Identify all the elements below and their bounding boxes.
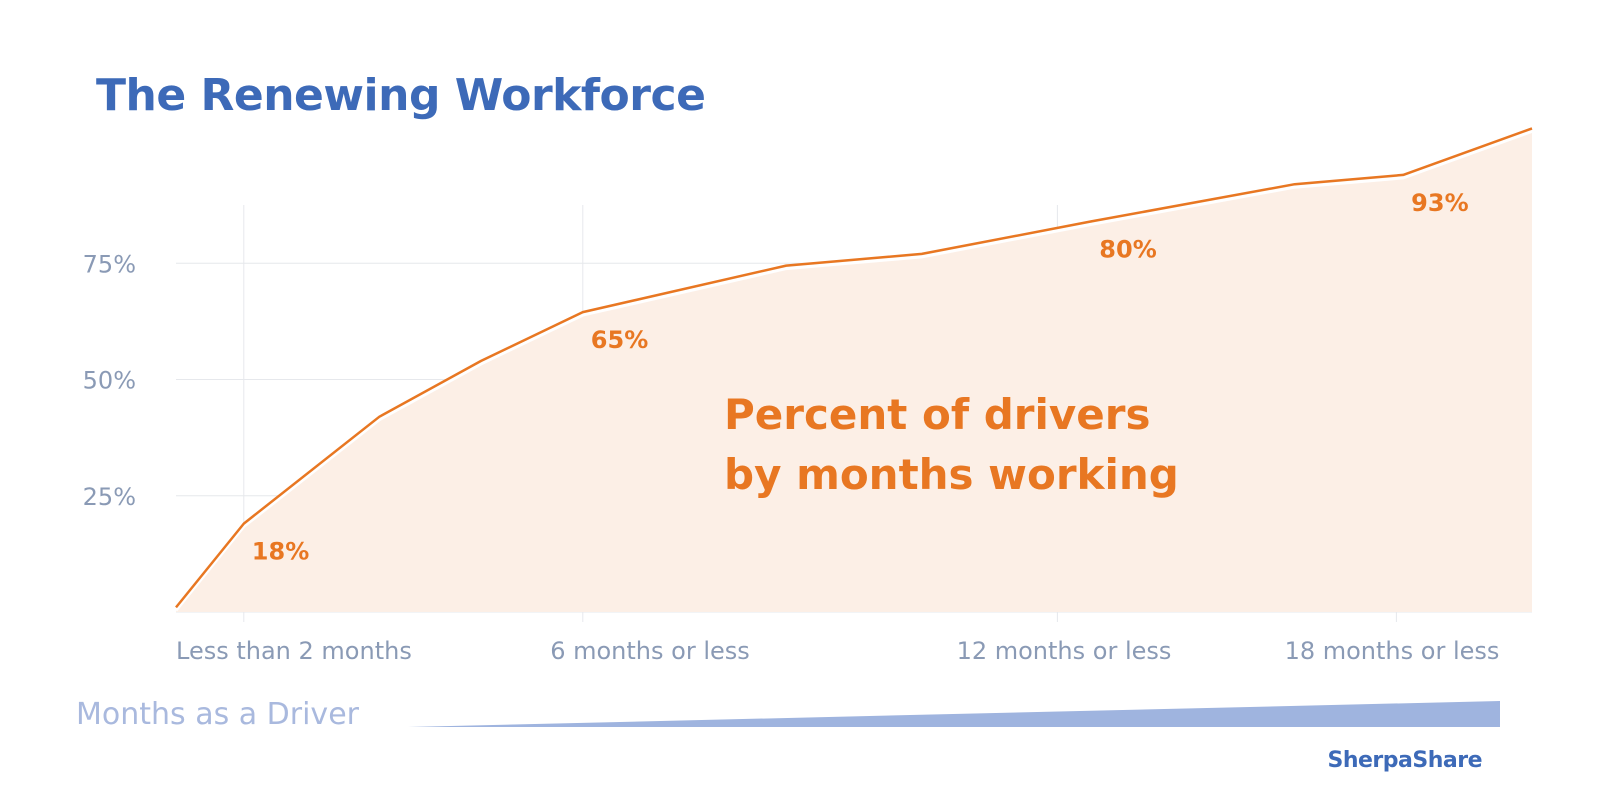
data-label-0: 18% [252,538,309,566]
chart-subtitle: Percent of drivers by months working [724,385,1179,505]
data-labels: 18% 65% 80% 93% [252,189,1469,566]
data-label-2: 80% [1099,235,1156,263]
series-line-highlight [174,129,1533,612]
y-axis-tick-labels: 25% 50% 75% [83,250,136,511]
x-tick-label-1: 6 months or less [550,637,750,665]
x-tick-label-2: 12 months or less [957,637,1172,665]
data-label-3: 93% [1411,189,1468,217]
series-line [175,127,1533,609]
y-tick-label-50: 50% [83,367,136,395]
x-axis-label: Months as a Driver [76,697,360,732]
area-fill [176,128,1532,612]
brand-logo-text: SherpaShare [1327,748,1483,773]
x-tick-label-3: 18 months or less [1285,637,1500,665]
months-wedge-bar [408,701,1500,727]
x-axis-tick-labels: Less than 2 months 6 months or less 12 mon… [176,637,1499,665]
data-label-1: 65% [591,326,648,354]
chart-subtitle-line-2: by months working [724,450,1179,499]
chart-title: The Renewing Workforce [96,70,706,121]
y-tick-label-75: 75% [83,250,136,278]
x-tick-label-0: Less than 2 months [176,637,412,665]
y-tick-label-25: 25% [83,483,136,511]
chart-subtitle-line-1: Percent of drivers [724,390,1151,439]
